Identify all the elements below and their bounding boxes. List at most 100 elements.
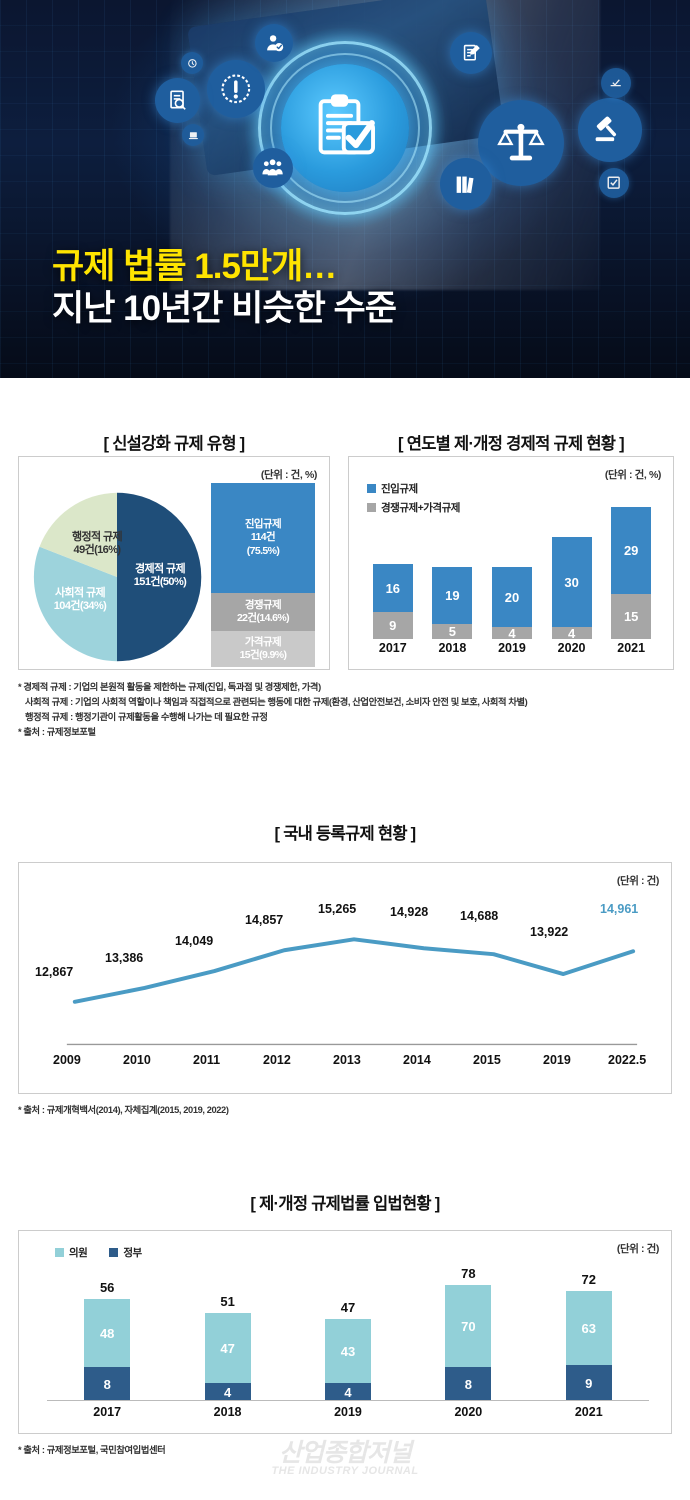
legislation-segment-government-2020: 8: [445, 1367, 492, 1401]
watermark-korean: 산업종합저널: [278, 1439, 412, 1467]
pie-chart-section: (단위 : 건, %) 경제적 규제 151건(50%): [18, 456, 330, 670]
group-people-icon: [253, 148, 293, 188]
bar-column-2017: 16 9: [372, 564, 413, 639]
scales-icon: [478, 100, 564, 186]
legislation-plot: 56 48 8 51 47 4 47: [47, 1265, 649, 1427]
line-label-2015: 14,688: [460, 909, 499, 923]
legislation-total-2021: 72: [581, 1272, 596, 1287]
legislation-xlabel-2017: 2017: [93, 1405, 122, 1419]
pie-svg: [33, 492, 202, 662]
bar-column-2021: 29 15: [611, 507, 652, 639]
pie-value-economic: 151건(50%): [133, 576, 187, 589]
legislation-segment-assembly-2021: 63: [565, 1291, 612, 1365]
pie-value-social: 104건(34%): [53, 600, 107, 613]
year-bar-chart-section: (단위 : 건, %) 진입규제 경쟁규제+가격규제 16: [348, 456, 674, 670]
pie-chart-panel: (단위 : 건, %) 경제적 규제 151건(50%): [18, 456, 330, 670]
economic-breakdown-bar: 진입규제 114건 (75.5%) 경쟁규제 22건(14.6%) 가격규제 1…: [211, 483, 315, 667]
document-search-icon: [155, 78, 200, 123]
year-bar-legend: 진입규제 경쟁규제+가격규제: [367, 481, 460, 519]
line-label-2022: 14,961: [600, 902, 639, 916]
shield-clock-icon: [181, 52, 203, 74]
line-label-2013: 15,265: [318, 902, 357, 916]
line-labels: 12,867 13,386 14,049 14,857 15,265 14,92…: [19, 863, 671, 1093]
section1-title: [ 신설강화 규제 유형 ]: [103, 435, 246, 453]
breakdown-segment-entry: 진입규제 114건 (75.5%): [211, 483, 315, 593]
section4-title: [ 제·개정 규제법률 입법현황 ]: [250, 1195, 440, 1213]
bar-segment-entry-2020: 30: [551, 537, 592, 627]
legislation-bar-columns: 56 48 8 51 47 4 47: [47, 1265, 649, 1401]
bar-segment-cp-2021: 15: [611, 594, 652, 639]
year-bar-plot: 16 9 19 5 20 4 30 4: [363, 483, 661, 661]
legislation-total-2018: 51: [220, 1294, 235, 1309]
legend-item-assembly: 의원: [55, 1245, 88, 1260]
line-xlabel-2011: 2011: [193, 1053, 221, 1067]
legislation-xaxis: 2017 2018 2019 2020 2021: [47, 1405, 649, 1425]
line-chart-series: [72, 937, 636, 1004]
line-xlabel-2012: 2012: [263, 1053, 291, 1067]
bar-segment-cp-2017: 9: [372, 612, 413, 639]
legislation-xlabel-2018: 2018: [213, 1405, 242, 1419]
legislation-segment-assembly-2017: 48: [84, 1299, 131, 1367]
legislation-bar-section: [ 제·개정 규제법률 입법현황 ] (단위 : 건) 의원 정부 56: [0, 1190, 690, 1458]
legislation-column-2020: 78 70 8: [445, 1266, 492, 1401]
legislation-column-2021: 72 63 9: [565, 1272, 612, 1401]
legend-swatch-government: [109, 1248, 119, 1257]
breakdown-segment-competition: 경쟁규제 22건(14.6%): [211, 593, 315, 631]
hand-check-icon: [601, 68, 631, 98]
legislation-unit-label: (단위 : 건): [616, 1243, 660, 1255]
year-bar-chart-panel: (단위 : 건, %) 진입규제 경쟁규제+가격규제 16: [348, 456, 674, 670]
legislation-segment-government-2017: 8: [84, 1367, 131, 1401]
line-chart-section: [ 국내 등록규제 현황 ] (단위 : 건) 12,867 13,386 14…: [0, 820, 690, 1118]
legislation-segment-government-2021: 9: [565, 1365, 612, 1401]
hero-title-line2: 지난 10년간 비슷한 수준: [52, 288, 397, 328]
legend-swatch-competition-price: [367, 503, 376, 512]
line-label-2010: 13,386: [105, 951, 144, 965]
legislation-column-2017: 56 48 8: [84, 1280, 131, 1401]
year-bar-unit-label: (단위 : 건, %): [604, 469, 661, 481]
note-source-1: * 출처 : 규제정보포털: [18, 727, 96, 738]
legislation-stack-2020: 70 8: [445, 1285, 492, 1401]
legend-item-government: 정부: [109, 1245, 142, 1260]
legislation-stack-2021: 63 9: [565, 1291, 612, 1401]
legend-label-government: 정부: [123, 1247, 142, 1259]
section1-notes: * 경제적 규제 : 기업의 본원적 활동을 제한하는 규제(진입, 독과점 및…: [18, 680, 678, 740]
xlabel-2021: 2021: [617, 641, 646, 655]
bar-segment-entry-2017: 16: [372, 564, 413, 612]
line-xlabel-2010: 2010: [123, 1053, 151, 1067]
document-pen-icon: [450, 32, 492, 74]
legend-label-entry: 진입규제: [381, 483, 418, 495]
legislation-segment-assembly-2020: 70: [445, 1285, 492, 1367]
xlabel-2017: 2017: [378, 641, 407, 655]
section2-title-wrap: [ 연도별 제·개정 경제적 규제 현황 ]: [348, 430, 674, 454]
hero-ring-outer: [258, 41, 432, 215]
hero-banner: 규제 법률 1.5만개… 지난 10년간 비슷한 수준: [0, 0, 690, 378]
year-bar-xaxis: 2017 2018 2019 2020 2021: [363, 641, 661, 661]
section3-title: [ 국내 등록규제 현황 ]: [274, 825, 417, 843]
line-xlabel-2013: 2013: [333, 1053, 361, 1067]
section3-source: * 출처 : 규제개혁백서(2014), 자체집계(2015, 2019, 20…: [18, 1105, 229, 1115]
note-economic: * 경제적 규제 : 기업의 본원적 활동을 제한하는 규제(진입, 독과점 및…: [18, 682, 321, 692]
legislation-segment-government-2018: 4: [204, 1383, 251, 1401]
year-bar-columns: 16 9 19 5 20 4 30 4: [363, 483, 661, 641]
legend-label-competition-price: 경쟁규제+가격규제: [381, 502, 460, 514]
legislation-segment-assembly-2019: 43: [324, 1319, 371, 1383]
bar-column-2019: 20 4: [491, 567, 532, 641]
checkbox-icon: [599, 168, 629, 198]
bar-segment-entry-2018: 19: [432, 567, 473, 624]
legend-swatch-entry: [367, 484, 376, 493]
bar-segment-cp-2018: 5: [432, 624, 473, 639]
legislation-column-2018: 51 47 4: [204, 1294, 251, 1401]
legend-item-competition-price: 경쟁규제+가격규제: [367, 500, 460, 515]
line-label-2009: 12,867: [35, 965, 74, 979]
line-chart-panel: (단위 : 건) 12,867 13,386 14,049 14,857 15,…: [18, 862, 672, 1094]
clipboard-check-icon: [281, 64, 409, 192]
section4-source: * 출처 : 규제정보포털, 국민참여입법센터: [18, 1445, 166, 1455]
watermark-english: THE INDUSTRY JOURNAL: [271, 1465, 419, 1478]
xlabel-2018: 2018: [438, 641, 467, 655]
legislation-bar-panel: (단위 : 건) 의원 정부 56 48 8: [18, 1230, 672, 1434]
legislation-xlabel-2019: 2019: [334, 1405, 362, 1419]
legend-label-assembly: 의원: [69, 1247, 88, 1259]
bar-column-2018: 19 5: [432, 567, 473, 639]
pie-label-social: 사회적 규제 104건(34%): [53, 587, 107, 613]
